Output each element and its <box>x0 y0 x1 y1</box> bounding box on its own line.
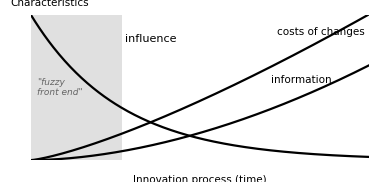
Text: influence: influence <box>125 34 177 44</box>
Text: "fuzzy
front end": "fuzzy front end" <box>38 78 83 97</box>
Text: Characteristics: Characteristics <box>10 0 89 8</box>
Text: Innovation process (time): Innovation process (time) <box>133 175 266 182</box>
Text: information: information <box>271 75 331 85</box>
Text: costs of changes: costs of changes <box>277 27 365 37</box>
Bar <box>31 15 122 160</box>
